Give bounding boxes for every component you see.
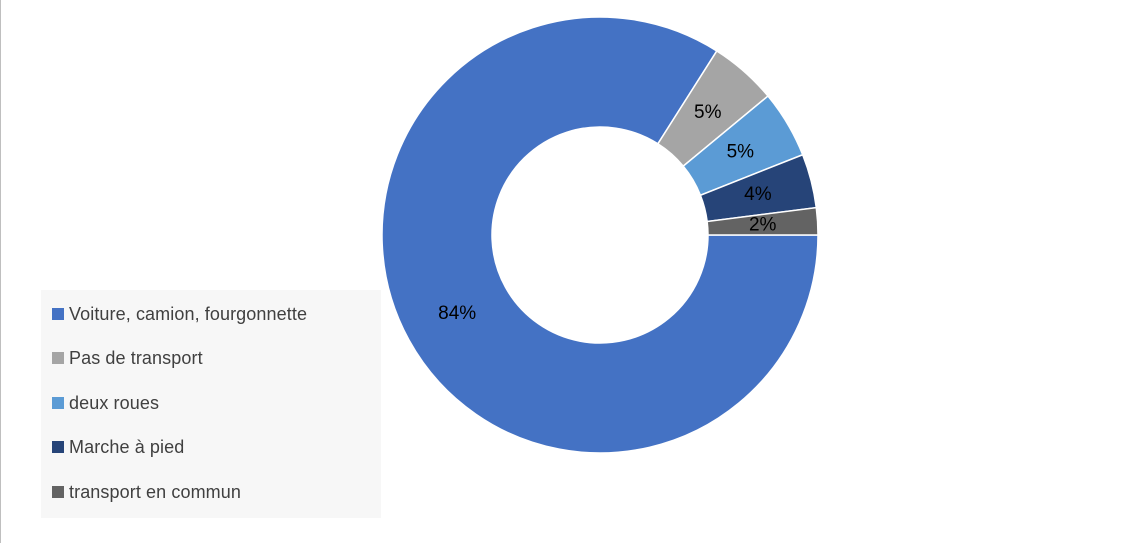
legend-label: deux roues	[69, 392, 160, 413]
legend-item-pas-de-transport: Pas de transport	[52, 346, 203, 370]
legend-swatch	[52, 352, 64, 364]
legend-swatch	[52, 397, 64, 409]
slice-data-label-2: 5%	[727, 142, 755, 163]
legend-item-voiture: Voiture, camion, fourgonnette	[52, 302, 307, 326]
slice-data-label-1: 5%	[694, 102, 722, 123]
chart-legend: Voiture, camion, fourgonnette Pas de tra…	[41, 290, 381, 518]
legend-swatch	[52, 441, 64, 453]
donut-slice-4	[706, 206, 819, 236]
slice-data-label-0: 84%	[438, 303, 476, 324]
legend-label: Voiture, camion, fourgonnette	[69, 303, 308, 324]
legend-item-deux-roues: deux roues	[52, 391, 159, 415]
slice-data-label-3: 4%	[744, 184, 772, 205]
legend-label: Marche à pied	[69, 436, 185, 457]
legend-swatch	[52, 308, 64, 320]
legend-label: Pas de transport	[69, 347, 203, 368]
legend-label: transport en commun	[69, 481, 241, 502]
legend-swatch	[52, 486, 64, 498]
slice-data-label-4: 2%	[749, 214, 777, 235]
donut-slice-0	[381, 16, 819, 454]
legend-item-transport-en-commun: transport en commun	[52, 480, 241, 504]
legend-item-marche-a-pied: Marche à pied	[52, 435, 184, 459]
